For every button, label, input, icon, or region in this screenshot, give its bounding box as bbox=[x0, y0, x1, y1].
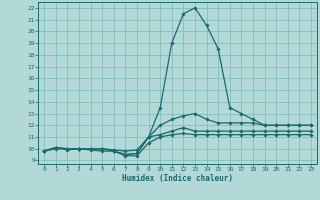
X-axis label: Humidex (Indice chaleur): Humidex (Indice chaleur) bbox=[122, 174, 233, 183]
